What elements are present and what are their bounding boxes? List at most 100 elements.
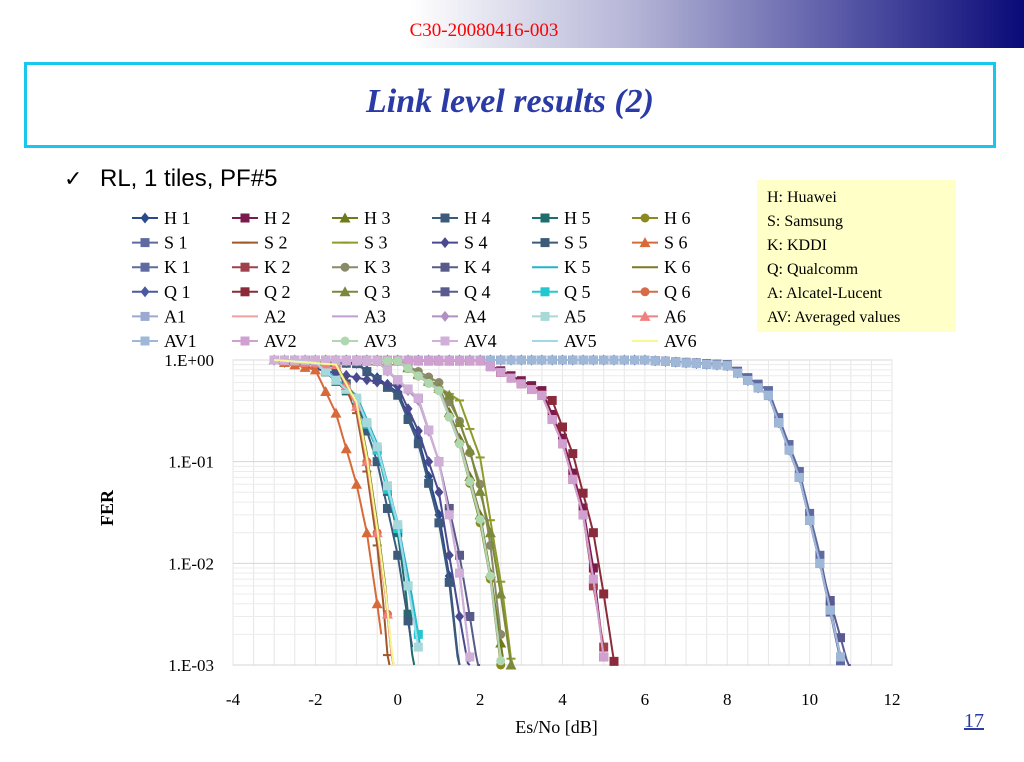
legend-marker — [240, 262, 250, 272]
legend-marker — [339, 286, 351, 297]
series-marker — [578, 503, 588, 513]
legend-marker — [540, 238, 550, 248]
series-marker — [825, 596, 835, 606]
legend-label: A1 — [164, 306, 186, 326]
y-tick-label: 1.E+00 — [164, 351, 214, 370]
series-marker — [815, 550, 825, 560]
series-marker — [474, 485, 486, 496]
legend-label: S 3 — [364, 233, 388, 253]
series-marker — [382, 366, 392, 376]
series-marker — [299, 361, 311, 372]
legend-label: A4 — [464, 306, 486, 326]
series-marker — [424, 456, 434, 468]
series-marker — [351, 478, 363, 489]
series-marker — [321, 356, 331, 366]
series-marker — [465, 652, 475, 662]
legend-label: A2 — [264, 306, 286, 326]
series-marker — [836, 652, 846, 662]
series-marker — [722, 361, 732, 371]
series-marker — [330, 407, 342, 418]
legend-label: AV2 — [264, 331, 297, 351]
x-tick-label: 2 — [476, 690, 485, 709]
series-marker — [547, 355, 557, 365]
legend-label: Q 5 — [564, 282, 591, 302]
series-marker — [444, 503, 454, 513]
legend-label: A6 — [664, 306, 686, 326]
series-marker — [836, 633, 846, 643]
header-bar — [0, 0, 1024, 48]
legend-label: H 4 — [464, 208, 491, 228]
series-marker — [340, 443, 352, 454]
series-marker — [455, 356, 465, 366]
series-marker — [578, 488, 588, 498]
legend-label: Q 2 — [264, 282, 291, 302]
series-marker — [403, 384, 413, 394]
series-marker — [455, 568, 465, 578]
legend-label: S 1 — [164, 233, 188, 253]
series-marker — [269, 355, 279, 365]
series-marker — [424, 356, 434, 366]
series-marker — [403, 415, 413, 425]
series-marker — [588, 355, 598, 365]
series-marker — [681, 358, 691, 368]
series-marker — [413, 629, 423, 639]
series-marker — [341, 356, 351, 366]
legend-label: S 5 — [564, 233, 588, 253]
y-tick-label: 1.E-03 — [168, 656, 214, 675]
legend-marker — [440, 287, 450, 297]
series-marker — [300, 355, 310, 365]
legend-label: H 3 — [364, 208, 391, 228]
key-line: H: Huawei — [767, 189, 837, 206]
legend-label: S 2 — [264, 233, 288, 253]
series-marker — [547, 395, 557, 405]
series-marker — [455, 610, 465, 622]
x-tick-label: 12 — [884, 690, 901, 709]
legend-marker — [240, 287, 250, 297]
series-marker — [434, 378, 444, 388]
series-marker — [506, 373, 516, 383]
series-marker — [444, 549, 454, 561]
series-marker — [774, 418, 784, 428]
x-tick-label: 4 — [558, 690, 567, 709]
series-marker — [527, 355, 537, 365]
series-marker — [496, 656, 506, 666]
series-marker — [465, 611, 475, 621]
series-marker — [362, 367, 372, 377]
legend-marker — [640, 213, 650, 223]
legend-marker — [240, 336, 250, 346]
x-tick-label: 0 — [394, 690, 403, 709]
legend-label: AV3 — [364, 331, 397, 351]
series-marker — [331, 356, 341, 366]
legend-marker — [140, 212, 150, 224]
legend-label: K 6 — [664, 257, 691, 277]
series-marker — [630, 355, 640, 365]
series-marker — [413, 425, 423, 437]
series-marker — [403, 616, 413, 626]
series-marker — [599, 652, 609, 662]
series-marker — [609, 656, 619, 666]
series-marker — [599, 589, 609, 599]
company-key-box: H: Huawei S: Samsung K: KDDI Q: Qualcomm… — [757, 180, 956, 332]
legend-marker — [340, 262, 350, 272]
legend-label: Q 1 — [164, 282, 191, 302]
series-marker — [413, 371, 423, 381]
series-marker — [434, 386, 444, 396]
series-marker — [403, 403, 413, 415]
series-marker — [393, 390, 403, 400]
legend-label: S 6 — [664, 233, 688, 253]
legend-label: H 5 — [564, 208, 591, 228]
slide-title: Link level results (2) — [365, 83, 655, 120]
series-marker — [434, 356, 444, 366]
series-marker — [650, 356, 660, 366]
legend-label: A5 — [564, 306, 586, 326]
series-marker — [527, 385, 537, 395]
x-tick-label: 8 — [723, 690, 732, 709]
series-marker — [382, 503, 392, 513]
series-marker — [393, 550, 403, 560]
series-marker — [465, 356, 475, 366]
series-marker — [320, 386, 332, 397]
x-tick-label: 6 — [641, 690, 650, 709]
page-number-link[interactable]: 17 — [964, 710, 984, 732]
legend-label: K 3 — [364, 257, 391, 277]
legend-label: Q 4 — [464, 282, 491, 302]
